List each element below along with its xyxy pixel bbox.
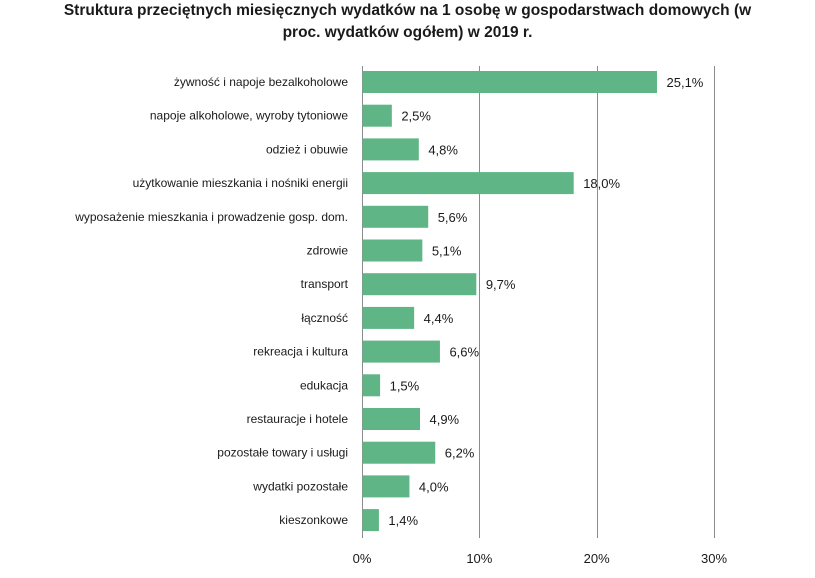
- x-axis-tick-labels: 0% 10% 20% 30%: [353, 551, 728, 566]
- category-label: łączność: [301, 311, 348, 325]
- category-label: żywność i napoje bezalkoholowe: [174, 75, 348, 89]
- category-label: restauracje i hotele: [247, 412, 349, 426]
- bars: [362, 71, 658, 532]
- category-label: pozostałe towary i usługi: [217, 446, 348, 460]
- category-label: zdrowie: [307, 244, 349, 258]
- bar: [362, 340, 440, 363]
- bar: [362, 138, 419, 161]
- bar: [362, 71, 658, 93]
- bar: [362, 273, 477, 296]
- category-label: napoje alkoholowe, wyroby tytoniowe: [150, 109, 348, 123]
- gridlines: [362, 66, 715, 538]
- bar: [362, 205, 429, 228]
- bar: [362, 172, 574, 195]
- data-label: 4,4%: [424, 311, 454, 326]
- chart-title-line-1: Struktura przeciętnych miesięcznych wyda…: [63, 2, 752, 19]
- data-label: 5,1%: [432, 244, 462, 259]
- bar: [362, 374, 381, 397]
- category-label: odzież i obuwie: [266, 142, 348, 156]
- category-labels: żywność i napoje bezalkoholowe napoje alk…: [74, 75, 348, 527]
- data-label: 6,6%: [449, 345, 479, 360]
- data-label: 18,0%: [583, 176, 620, 191]
- bar: [362, 408, 420, 430]
- category-label: transport: [301, 277, 349, 291]
- data-label: 4,9%: [429, 412, 459, 427]
- bar: [362, 306, 415, 329]
- category-label: użytkowanie mieszkania i nośniki energii: [133, 176, 348, 190]
- category-label: wyposażenie mieszkania i prowadzenie gos…: [74, 210, 348, 224]
- category-label: kieszonkowe: [279, 513, 348, 527]
- data-label: 5,6%: [438, 210, 468, 225]
- chart-title-line-2: proc. wydatków ogółem) w 2019 r.: [282, 24, 533, 41]
- x-tick-label: 0%: [353, 551, 372, 566]
- data-label: 6,2%: [445, 446, 475, 461]
- data-labels: 25,1% 2,5% 4,8% 18,0% 5,6% 5,1% 9,7% 4,4% 6,6% 1,…: [388, 75, 703, 528]
- x-tick-label: 10%: [466, 551, 492, 566]
- category-label: wydatki pozostałe: [252, 479, 348, 493]
- data-label: 9,7%: [486, 277, 516, 292]
- category-label: rekreacja i kultura: [253, 345, 348, 359]
- data-label: 25,1%: [667, 75, 704, 90]
- x-tick-label: 20%: [584, 551, 610, 566]
- bar: [362, 509, 379, 532]
- bar: [362, 239, 423, 262]
- data-label: 4,0%: [419, 479, 449, 494]
- chart-title: Struktura przeciętnych miesięcznych wyda…: [0, 0, 815, 44]
- x-tick-label: 30%: [701, 551, 727, 566]
- bar: [362, 441, 436, 464]
- data-label: 2,5%: [401, 109, 431, 124]
- category-label: edukacja: [300, 378, 348, 392]
- bar: [362, 475, 410, 498]
- data-label: 1,4%: [388, 513, 418, 528]
- data-label: 1,5%: [390, 378, 420, 393]
- bar: [362, 104, 392, 127]
- data-label: 4,8%: [428, 142, 458, 157]
